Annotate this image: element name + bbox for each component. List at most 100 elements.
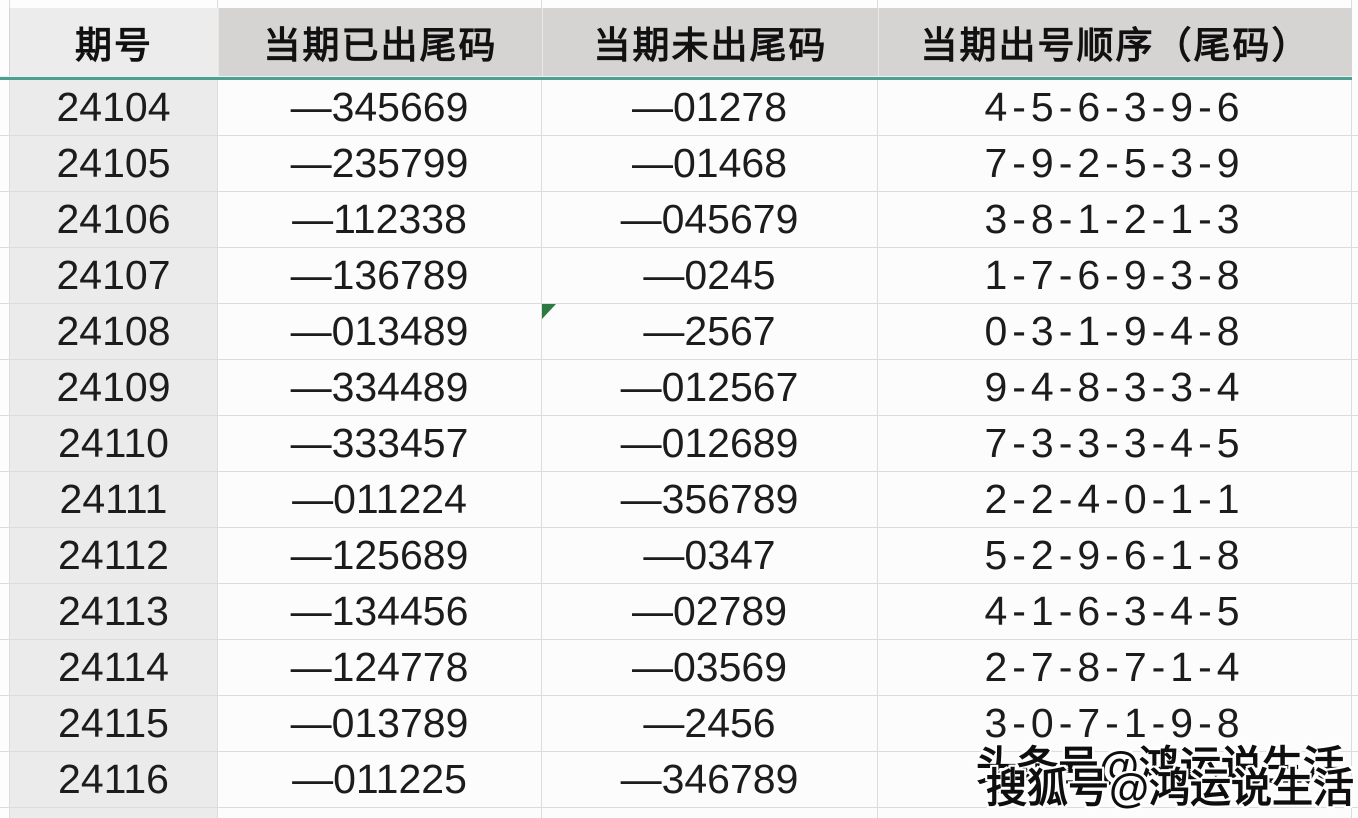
table-row: 24115 —013789 —2456 3-0-7-1-9-8 <box>0 696 1358 752</box>
draw-order-cell[interactable]: 5-2-9-6-1-8 <box>878 528 1352 584</box>
draw-order-cell[interactable]: 4-1-6-3-4-5 <box>878 584 1352 640</box>
period-cell[interactable]: 24105 <box>10 136 218 192</box>
right-gutter-cell <box>1352 416 1358 472</box>
left-gutter-cell <box>0 808 10 818</box>
draw-order-cell[interactable]: 1-7-6-9-3-8 <box>878 248 1352 304</box>
appeared-tails-cell[interactable]: —013789 <box>218 696 542 752</box>
left-gutter-cell <box>0 528 10 584</box>
appeared-tails-cell[interactable]: —334489 <box>218 360 542 416</box>
period-cell[interactable]: 24112 <box>10 528 218 584</box>
draw-order-cell[interactable]: 9-4-8-3-3-4 <box>878 360 1352 416</box>
right-gutter-header <box>1352 8 1358 76</box>
missing-tails-cell[interactable]: —2456 <box>542 696 878 752</box>
period-cell[interactable]: 24111 <box>10 472 218 528</box>
column-header-period[interactable]: 期号 <box>10 8 218 76</box>
missing-tails-cell[interactable]: —012567 <box>542 360 878 416</box>
appeared-tails-cell[interactable]: —136789 <box>218 248 542 304</box>
missing-tails-cell[interactable]: —346789 <box>542 752 878 808</box>
missing-tails-cell[interactable]: —01468 <box>542 136 878 192</box>
order-cell[interactable] <box>878 808 1352 818</box>
table-row: 24107 —136789 —0245 1-7-6-9-3-8 <box>0 248 1358 304</box>
table-row: 24114 —124778 —03569 2-7-8-7-1-4 <box>0 640 1358 696</box>
column-header-missing-tails[interactable]: 当期未出尾码 <box>542 8 878 76</box>
right-gutter-cell <box>1352 584 1358 640</box>
missing-tails-cell[interactable]: —2567 <box>542 304 878 360</box>
draw-order-cell[interactable]: 1-2- <box>878 752 1352 808</box>
appeared-cell[interactable] <box>218 808 542 818</box>
draw-order-cell[interactable]: 7-3-3-3-4-5 <box>878 416 1352 472</box>
period-cell[interactable]: 24110 <box>10 416 218 472</box>
table-row: 24109 —334489 —012567 9-4-8-3-3-4 <box>0 360 1358 416</box>
appeared-tails-cell[interactable]: —011225 <box>218 752 542 808</box>
partial-bottom-row <box>0 808 1358 818</box>
freeze-pane-line <box>0 76 1352 80</box>
draw-order-cell[interactable]: 7-9-2-5-3-9 <box>878 136 1352 192</box>
right-gutter-cell <box>1352 360 1358 416</box>
period-cell[interactable]: 24109 <box>10 360 218 416</box>
sliver-cell <box>878 0 1352 8</box>
left-gutter-cell <box>0 80 10 136</box>
table-row: 24112 —125689 —0347 5-2-9-6-1-8 <box>0 528 1358 584</box>
draw-order-cell[interactable]: 0-3-1-9-4-8 <box>878 304 1352 360</box>
appeared-tails-cell[interactable]: —125689 <box>218 528 542 584</box>
table-header-row: 期号 当期已出尾码 当期未出尾码 当期出号顺序（尾码） <box>0 8 1358 76</box>
left-gutter-cell <box>0 584 10 640</box>
right-gutter-cell <box>1352 192 1358 248</box>
appeared-tails-cell[interactable]: —345669 <box>218 80 542 136</box>
missing-tails-cell[interactable]: —03569 <box>542 640 878 696</box>
sliver-cell <box>218 0 542 8</box>
missing-cell[interactable] <box>542 808 878 818</box>
period-cell[interactable]: 24116 <box>10 752 218 808</box>
appeared-tails-cell[interactable]: —013489 <box>218 304 542 360</box>
left-gutter-header <box>0 8 10 76</box>
right-gutter-cell <box>1352 640 1358 696</box>
row-above-sliver <box>0 0 1358 8</box>
draw-order-cell[interactable]: 4-5-6-3-9-6 <box>878 80 1352 136</box>
left-gutter-cell <box>0 304 10 360</box>
table-row: 24105 —235799 —01468 7-9-2-5-3-9 <box>0 136 1358 192</box>
missing-tails-cell[interactable]: —356789 <box>542 472 878 528</box>
left-gutter-cell <box>0 640 10 696</box>
left-gutter-cell <box>0 192 10 248</box>
period-cell[interactable] <box>10 808 218 818</box>
missing-tails-cell[interactable]: —045679 <box>542 192 878 248</box>
right-gutter-cell <box>1352 528 1358 584</box>
period-cell[interactable]: 24104 <box>10 80 218 136</box>
period-cell[interactable]: 24106 <box>10 192 218 248</box>
period-cell[interactable]: 24115 <box>10 696 218 752</box>
appeared-tails-cell[interactable]: —333457 <box>218 416 542 472</box>
missing-tails-cell[interactable]: —02789 <box>542 584 878 640</box>
left-gutter-cell <box>0 752 10 808</box>
appeared-tails-cell[interactable]: —134456 <box>218 584 542 640</box>
period-cell[interactable]: 24113 <box>10 584 218 640</box>
appeared-tails-cell[interactable]: —235799 <box>218 136 542 192</box>
missing-tails-cell[interactable]: —0347 <box>542 528 878 584</box>
appeared-tails-cell[interactable]: —011224 <box>218 472 542 528</box>
appeared-tails-cell[interactable]: —112338 <box>218 192 542 248</box>
error-indicator-triangle <box>542 304 556 319</box>
table-row: 24113 —134456 —02789 4-1-6-3-4-5 <box>0 584 1358 640</box>
sliver-cell <box>10 0 218 8</box>
column-header-appeared-tails[interactable]: 当期已出尾码 <box>218 8 542 76</box>
missing-tails-cell[interactable]: —0245 <box>542 248 878 304</box>
period-cell[interactable]: 24108 <box>10 304 218 360</box>
right-gutter-cell <box>1352 80 1358 136</box>
left-gutter-cell <box>0 472 10 528</box>
appeared-tails-cell[interactable]: —124778 <box>218 640 542 696</box>
draw-order-cell[interactable]: 2-2-4-0-1-1 <box>878 472 1352 528</box>
period-cell[interactable]: 24107 <box>10 248 218 304</box>
right-gutter-cell <box>1352 752 1358 808</box>
right-gutter-cell <box>1352 304 1358 360</box>
missing-tails-cell[interactable]: —01278 <box>542 80 878 136</box>
draw-order-cell[interactable]: 3-8-1-2-1-3 <box>878 192 1352 248</box>
draw-order-cell[interactable]: 3-0-7-1-9-8 <box>878 696 1352 752</box>
missing-tails-cell[interactable]: —012689 <box>542 416 878 472</box>
table-row: 24106 —112338 —045679 3-8-1-2-1-3 <box>0 192 1358 248</box>
period-cell[interactable]: 24114 <box>10 640 218 696</box>
column-header-draw-order[interactable]: 当期出号顺序（尾码） <box>878 8 1352 76</box>
draw-order-cell[interactable]: 2-7-8-7-1-4 <box>878 640 1352 696</box>
right-gutter-cell <box>1352 808 1358 818</box>
left-gutter-cell <box>0 416 10 472</box>
table-row: 24104 —345669 —01278 4-5-6-3-9-6 <box>0 80 1358 136</box>
right-gutter-cell <box>1352 696 1358 752</box>
